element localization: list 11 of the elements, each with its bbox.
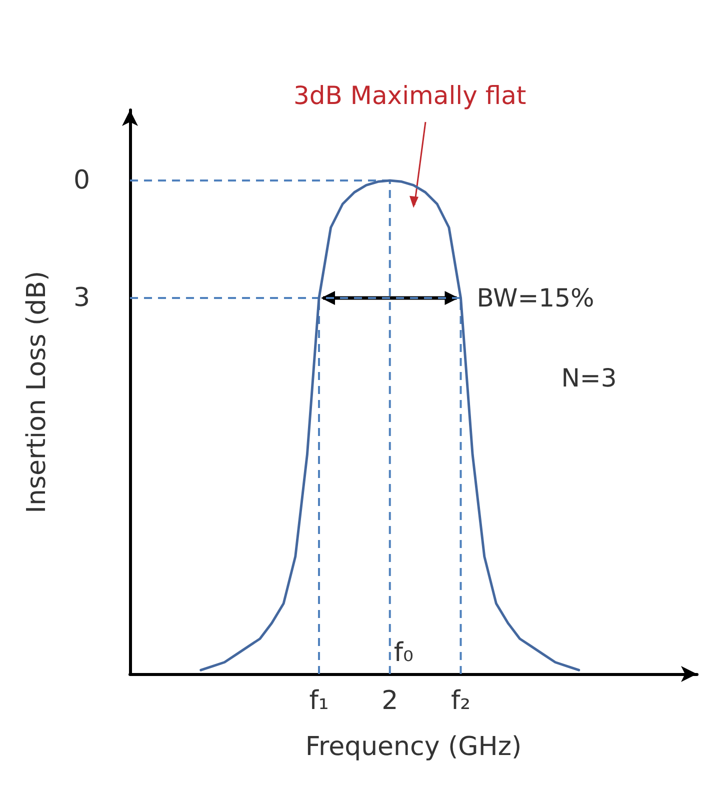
y-tick-label: 0 xyxy=(73,166,90,196)
ref-line-label: f₀ xyxy=(394,638,414,668)
annotation: BW=15% xyxy=(476,284,594,312)
y-tick-label: 3 xyxy=(73,283,90,313)
x-axis-title: Frequency (GHz) xyxy=(305,732,522,762)
x-tick-label: 2 xyxy=(382,686,398,716)
x-tick-label: f₂ xyxy=(450,686,471,716)
annotation: N=3 xyxy=(561,364,617,392)
x-tick-label: f₁ xyxy=(309,686,329,716)
annotation: 3dB Maximally flat xyxy=(294,81,526,110)
y-axis-title: Insertion Loss (dB) xyxy=(22,270,52,514)
